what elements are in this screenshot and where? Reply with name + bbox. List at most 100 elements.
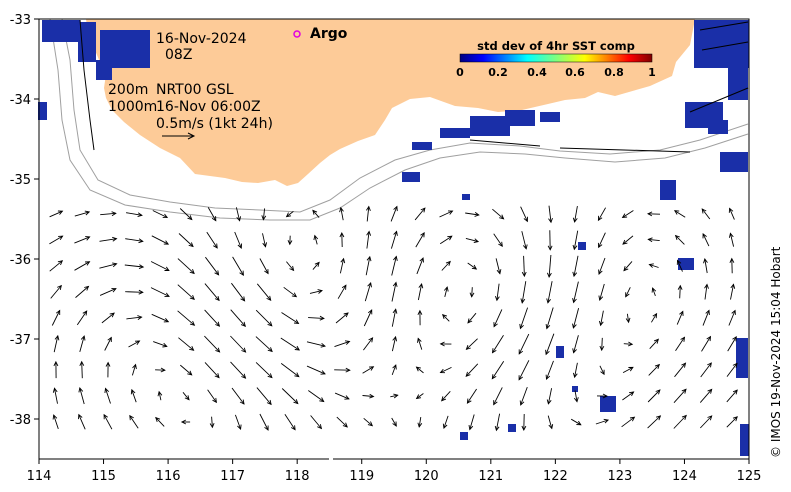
current-arrowhead: [623, 266, 629, 272]
current-arrowhead: [519, 323, 524, 330]
current-arrowhead: [163, 240, 170, 245]
x-tick-label: 120: [414, 469, 439, 484]
current-arrow: [652, 287, 656, 297]
current-arrow: [728, 310, 736, 326]
current-arrowhead: [419, 257, 424, 263]
current-arrow: [364, 282, 372, 302]
current-arrow: [306, 341, 326, 347]
current-arrow: [520, 206, 528, 222]
current-arrow: [126, 212, 142, 216]
x-tick-label: 122: [543, 469, 568, 484]
current-arrow: [255, 362, 273, 378]
current-arrowhead: [241, 373, 247, 379]
current-arrow: [416, 257, 424, 275]
current-arrowhead: [441, 396, 447, 402]
current-arrow: [391, 417, 397, 427]
current-arrowhead: [393, 205, 398, 212]
current-arrowhead: [447, 210, 454, 215]
current-arrowhead: [673, 210, 680, 215]
current-arrowhead: [576, 420, 582, 426]
current-arrowhead: [704, 283, 709, 289]
current-arrowhead: [728, 232, 734, 238]
current-arrow: [439, 235, 453, 245]
current-arrowhead: [187, 215, 193, 221]
current-arrowhead: [137, 315, 143, 320]
current-arrowhead: [467, 318, 473, 324]
current-arrowhead: [546, 272, 552, 279]
current-arrow: [281, 388, 299, 404]
current-arrow: [54, 388, 58, 404]
current-arrow: [125, 238, 143, 242]
current-arrow: [284, 414, 296, 430]
current-arrow: [519, 307, 529, 329]
current-arrowhead: [545, 324, 551, 330]
current-arrowhead: [546, 399, 552, 405]
current-arrow: [391, 309, 397, 327]
current-arrowhead: [728, 207, 734, 213]
current-arrowhead: [111, 287, 117, 293]
current-arrow: [491, 361, 505, 379]
current-arrowhead: [341, 284, 347, 290]
current-arrowhead: [287, 240, 293, 246]
current-arrowhead: [681, 388, 687, 394]
current-arrow: [207, 207, 217, 221]
current-arrow: [151, 313, 169, 323]
current-arrowhead: [236, 216, 242, 222]
current-arrowhead: [598, 295, 604, 301]
current-arrow: [622, 235, 634, 245]
current-arrow: [178, 233, 194, 247]
current-arrow: [676, 311, 684, 325]
current-arrow: [365, 256, 371, 276]
current-arrowhead: [80, 335, 86, 341]
current-arrowhead: [237, 243, 243, 249]
current-arrowhead: [602, 393, 609, 399]
current-arrowhead: [627, 341, 634, 347]
current-arrowhead: [393, 230, 398, 236]
argo-label: Argo: [310, 26, 348, 42]
current-arrowhead: [729, 257, 735, 263]
current-arrow: [598, 232, 606, 248]
current-arrow: [76, 310, 88, 326]
current-arrow: [49, 260, 63, 272]
current-arrowhead: [572, 297, 577, 304]
current-arrow: [101, 312, 115, 324]
current-arrow: [570, 418, 582, 426]
current-arrow: [520, 386, 528, 406]
current-arrowhead: [625, 292, 630, 298]
current-arrow: [647, 415, 661, 429]
current-arrowhead: [572, 217, 578, 223]
current-arrowhead: [240, 321, 246, 328]
current-arrow: [155, 417, 165, 427]
y-tick-label: -33: [10, 13, 31, 28]
current-arrow: [495, 258, 501, 274]
current-arrow: [467, 312, 477, 324]
x-tick-label: 119: [349, 469, 374, 484]
current-arrowhead: [104, 387, 110, 393]
current-arrowhead: [52, 387, 58, 393]
current-arrow: [471, 287, 473, 297]
current-arrow: [280, 363, 300, 377]
current-arrow: [595, 419, 609, 425]
current-arrow: [128, 340, 140, 348]
current-arrowhead: [466, 398, 472, 404]
current-arrow: [492, 335, 504, 353]
current-arrow: [700, 362, 712, 378]
current-arrowhead: [57, 260, 64, 266]
current-arrowhead: [317, 289, 323, 294]
current-arrowhead: [213, 243, 218, 249]
current-arrow: [74, 236, 90, 244]
current-arrow: [523, 255, 525, 277]
current-arrowhead: [103, 413, 108, 420]
current-arrow: [204, 335, 220, 353]
coastal-streaks: [79, 19, 749, 153]
current-arrow: [649, 338, 659, 350]
current-arrow: [391, 282, 397, 302]
current-arrow: [207, 389, 217, 403]
current-arrowhead: [187, 370, 193, 376]
current-arrowhead: [547, 245, 553, 251]
current-arrowhead: [546, 298, 551, 304]
current-arrowhead: [628, 366, 634, 372]
current-arrow: [598, 257, 606, 275]
y-tick-label: -38: [10, 413, 31, 428]
